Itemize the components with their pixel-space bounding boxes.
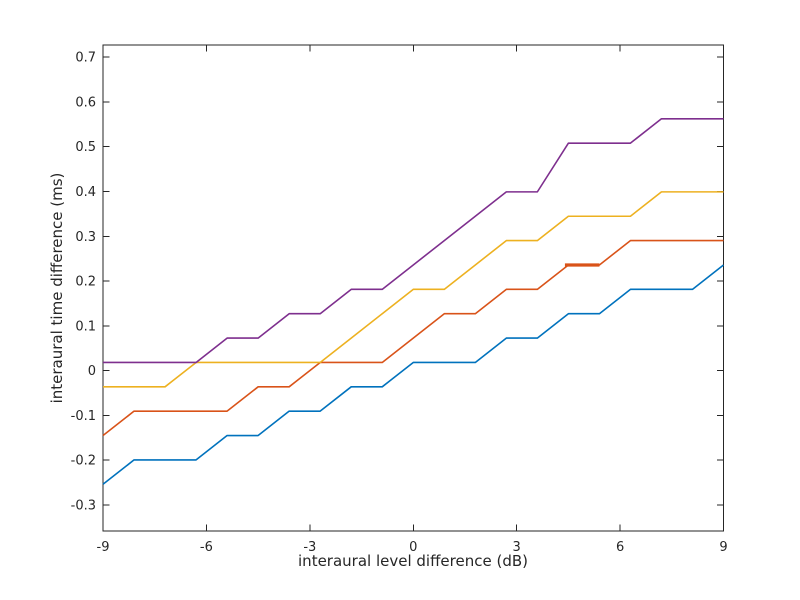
plot-box	[102, 44, 724, 532]
x-tick-label: 3	[513, 540, 521, 555]
y-tick-label: 0.6	[75, 95, 96, 110]
y-tick-label: -0.3	[71, 499, 96, 514]
x-tick-label: -9	[97, 540, 110, 555]
y-tick-label: -0.2	[71, 454, 96, 469]
y-tick-label: 0.5	[75, 140, 96, 155]
purple-line	[103, 117, 724, 364]
x-tick-label: -6	[200, 540, 213, 555]
orange-line	[102, 239, 724, 437]
blue-line	[102, 264, 724, 485]
x-tick-label: 6	[616, 540, 624, 555]
plot-area: -9 -6 -3 0 3 6 9 -0.3 -0.2 -0.1 0 0.1 0.2 0.3 0.4 0.5 0.…	[71, 44, 728, 555]
y-tick-label: 0.3	[75, 230, 96, 245]
yellow-line	[103, 191, 724, 388]
y-tick-label: 0.7	[75, 51, 96, 66]
x-tick-label: 9	[719, 540, 727, 555]
x-tick-label: 0	[409, 540, 417, 555]
y-axis-label: interaural time difference (ms)	[48, 173, 66, 404]
y-tick-label: 0	[88, 364, 96, 379]
y-tick-label: 0.1	[75, 319, 96, 334]
y-tick-label: 0.2	[75, 275, 96, 290]
y-tick-label: -0.1	[71, 409, 96, 424]
x-axis-label: interaural level difference (dB)	[298, 552, 528, 570]
x-tick-label: -3	[303, 540, 316, 555]
y-tick-label: 0.4	[75, 185, 96, 200]
